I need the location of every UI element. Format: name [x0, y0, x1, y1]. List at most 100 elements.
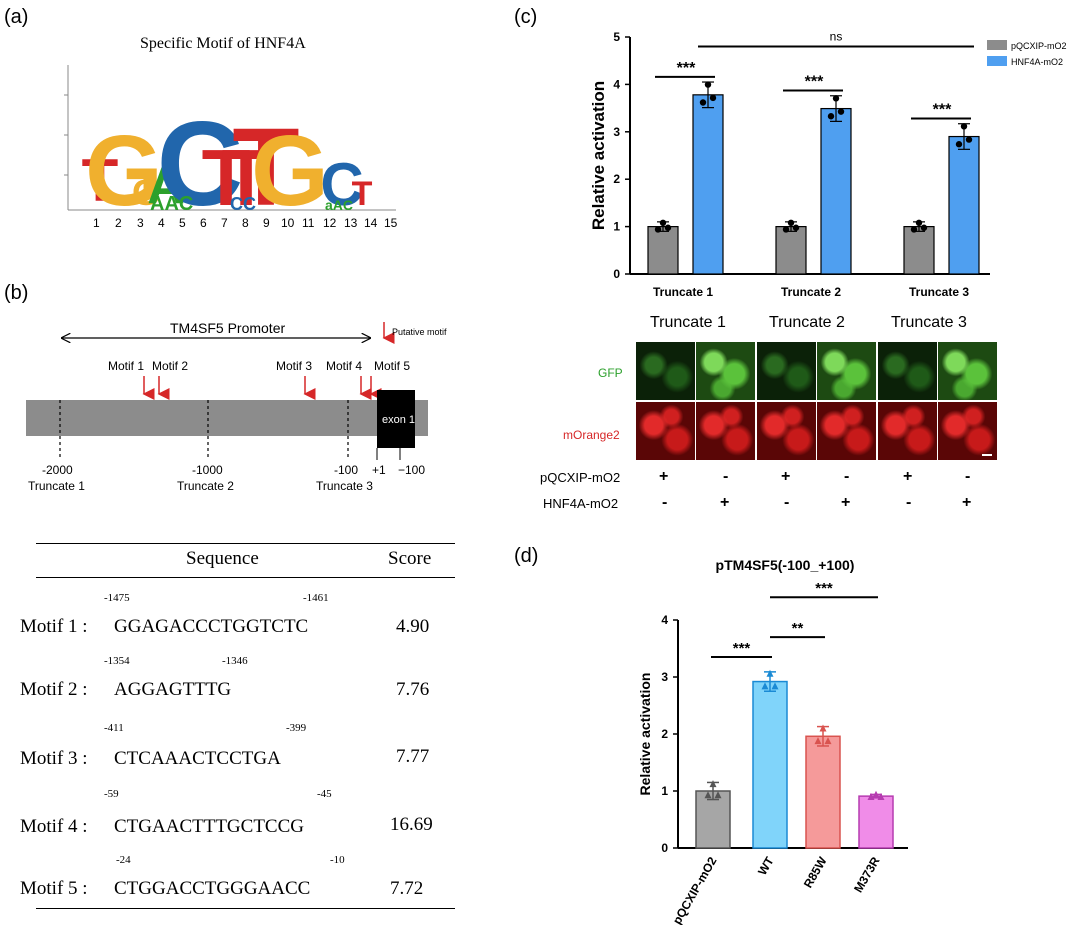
y-tick-label: 3 [613, 125, 620, 139]
data-point [832, 95, 840, 102]
sig-label: ** [792, 620, 804, 637]
bar [752, 680, 788, 849]
data-point [771, 682, 779, 690]
gfp-image [636, 342, 695, 400]
logo-pos-2: 2 [115, 216, 122, 230]
x-tick-label: pQCXIP-mO2 [670, 854, 720, 925]
motif-score: 16.69 [390, 814, 433, 835]
y-tick-label: 2 [613, 172, 620, 186]
bar [903, 226, 935, 275]
svg-text:aAC: aAC [325, 197, 353, 213]
micro-truncate-3: Truncate 3 [891, 314, 967, 331]
logo-pos-11: 11 [302, 216, 315, 230]
logo-pos-6: 6 [200, 216, 207, 230]
condition-signs: + - + - + - - + - + - + [0, 466, 1073, 516]
pos-minus-1000: -1000 [192, 463, 223, 477]
bar [647, 226, 679, 275]
chart-c: 0 1 2 3 4 5 Relative activation Truncate 1 *** Tr… [589, 29, 1067, 299]
truncate-1-label: Truncate 1 [28, 479, 85, 493]
logo-pos-14: 14 [364, 216, 378, 230]
hnf4a-cond-label: HNF4A-mO2 [543, 496, 619, 511]
sig-label: *** [815, 580, 833, 597]
svg-text:T: T [352, 175, 373, 213]
micro-truncate-2: Truncate 2 [769, 314, 845, 331]
motif-sequence: GGAGACCCTGGTCTC [114, 616, 309, 637]
panel-b-label: (b) [4, 282, 29, 304]
data-point [877, 792, 885, 800]
bar [820, 107, 852, 275]
data-point [872, 790, 880, 798]
x-tick-label: R85W [801, 854, 830, 890]
gfp-image [938, 342, 997, 400]
motif-score: 7.76 [396, 679, 430, 700]
svg-text:A: A [147, 157, 185, 215]
sig-label: *** [733, 640, 751, 657]
panel-c-label: (c) [514, 6, 538, 28]
chart-d-title: pTM4SF5(-100_+100) [716, 557, 855, 573]
sign: - [723, 468, 729, 485]
svg-text:C: C [157, 97, 244, 231]
putative-motif-label: Putative motif [392, 327, 447, 337]
logo-pos-12: 12 [323, 216, 337, 230]
data-point [837, 108, 845, 115]
bar [858, 795, 894, 849]
svg-text:G: G [132, 172, 160, 213]
bar [948, 135, 980, 275]
sign: - [662, 494, 668, 511]
chart-d: pTM4SF5(-100_+100) 0 1 2 3 4 Relative activati… [637, 557, 908, 925]
data-point [955, 141, 963, 148]
sign: - [784, 494, 790, 511]
legend-swatch [987, 56, 1007, 66]
motif-sequence: AGGAGTTTG [114, 679, 232, 700]
motif-start: -59 [104, 788, 119, 800]
sign: + [720, 494, 730, 511]
morange2-image [636, 402, 695, 460]
y-tick-label: 4 [661, 613, 668, 627]
truncate-3-label: Truncate 3 [316, 479, 373, 493]
ns-label: ns [830, 29, 843, 43]
logo-pos-5: 5 [179, 216, 186, 230]
motif-score: 4.90 [396, 616, 430, 637]
y-tick-label: 4 [613, 77, 620, 91]
table-row: -24 -10 Motif 5 : CTGGACCTGGGAACC 7.72 [0, 854, 470, 914]
svg-text:T: T [222, 133, 271, 222]
data-point [709, 94, 717, 102]
panel-d-label: (d) [514, 545, 539, 567]
svg-text:G: G [251, 115, 329, 227]
data-point [699, 99, 707, 106]
panel-a-label: (a) [4, 6, 29, 28]
motif-name: Motif 5 : [20, 878, 88, 899]
promoter-label: TM4SF5 Promoter [170, 320, 285, 336]
data-point [827, 113, 835, 120]
motif-4-label: Motif 4 [326, 359, 362, 373]
data-point [761, 682, 769, 690]
y-tick-label: 0 [613, 267, 620, 281]
gfp-image [696, 342, 755, 400]
data-point [814, 737, 822, 745]
sign: - [965, 468, 971, 485]
bar [692, 94, 724, 275]
svg-text:AAC: AAC [150, 193, 193, 215]
y-tick-label: 0 [661, 841, 668, 855]
data-point [792, 224, 800, 231]
bar [775, 226, 807, 275]
motif-3-label: Motif 3 [276, 359, 312, 373]
micro-truncate-1: Truncate 1 [650, 314, 726, 331]
y-tick-label: 2 [661, 727, 668, 741]
scale-bar [982, 454, 992, 456]
exon-1-box [377, 390, 415, 448]
morange2-image [878, 402, 937, 460]
y-axis-label: Relative activation [637, 673, 653, 796]
logo-pos-3: 3 [137, 216, 144, 230]
data-point [664, 224, 672, 231]
motif-5-label: Motif 5 [374, 359, 410, 373]
motif-start: -411 [104, 722, 124, 734]
svg-text:CC: CC [230, 194, 256, 214]
promoter-diagram: TM4SF5 Promoter Putative motif Motif 1 M… [26, 320, 447, 493]
logo-pos-13: 13 [344, 216, 358, 230]
pos-minus-2000: -2000 [42, 463, 73, 477]
data-point [704, 81, 712, 88]
data-point [867, 792, 875, 800]
truncate-2-label: Truncate 2 [177, 479, 234, 493]
exon-1-label: exon 1 [382, 414, 415, 426]
